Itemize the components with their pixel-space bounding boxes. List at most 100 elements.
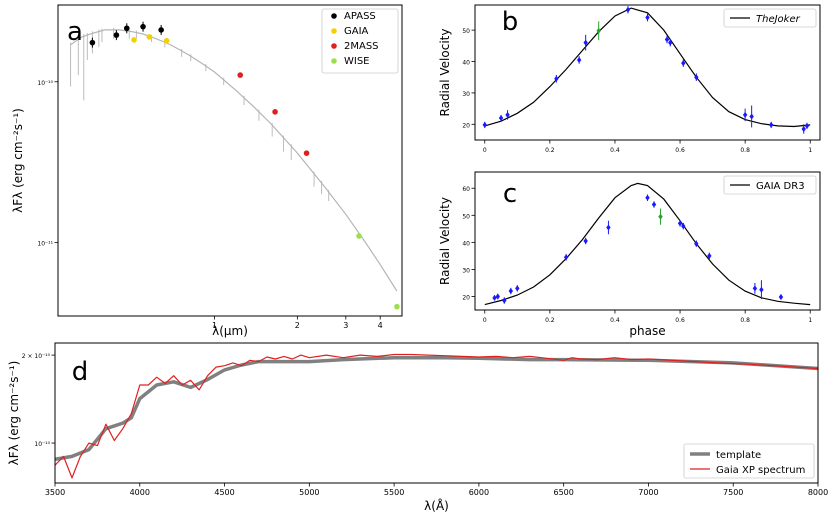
rv-point [677, 220, 683, 227]
rv-point [583, 238, 588, 244]
x-tick-label: 5000 [299, 488, 319, 497]
y-tick-label: 20 [462, 294, 470, 301]
2mass-point [303, 150, 310, 156]
panel-label-b: b [502, 7, 519, 37]
y-tick-label: 10⁻¹¹ [37, 241, 53, 248]
x-tick-label: 4 [378, 321, 383, 330]
panel-d-ylabel: λFλ (erg cm⁻²s⁻¹) [7, 361, 21, 466]
legend-marker-apass [331, 13, 337, 19]
wise-point [394, 303, 400, 310]
panel-a-plot [70, 21, 400, 310]
x-tick-label: 0.2 [545, 317, 555, 324]
legend-box [723, 175, 817, 195]
rv-point [606, 224, 611, 231]
legend-box [683, 443, 815, 479]
legend-label-wise: WISE [344, 56, 370, 67]
panel-a-xlabel: λ(μm) [212, 324, 248, 338]
gaia-xp-spectrum-line [55, 353, 818, 479]
panel-label-d: d [72, 357, 89, 387]
x-tick-label: 7000 [638, 488, 658, 497]
rv-point [804, 122, 810, 129]
x-tick-label: 0.2 [545, 147, 555, 154]
2mass-point [272, 109, 278, 115]
rv-point [482, 121, 487, 128]
x-tick-label: 8000 [808, 488, 828, 497]
rv-point [658, 213, 663, 220]
rv-point [554, 75, 559, 82]
panel-c-legend: GAIA DR3 [723, 175, 817, 195]
y-tick-label: 30 [462, 91, 470, 98]
y-tick-label: 10⁻¹⁰ [34, 441, 50, 448]
rv-point [801, 126, 806, 133]
rv-point [694, 74, 699, 81]
y-tick-label: 2 × 10⁻¹⁰ [22, 353, 51, 360]
rv-point [645, 194, 650, 201]
x-tick-label: 0.4 [610, 147, 620, 154]
rv-point [596, 27, 601, 34]
panel-b-axes-frame [474, 4, 821, 141]
legend-box [723, 8, 817, 28]
x-tick-label: 1 [808, 317, 812, 324]
gaia-point [146, 34, 153, 40]
rv-point [759, 286, 764, 293]
legend-label-gaia: GAIA [344, 26, 369, 37]
panel-d-legend: template Gaia XP spectrum [683, 443, 815, 479]
x-tick-label: 3 [343, 321, 348, 330]
legend-marker-wise [331, 58, 337, 64]
y-tick-label: 10⁻¹⁰ [37, 80, 53, 87]
rv-point [707, 252, 712, 259]
rv-point [645, 14, 650, 21]
legend-label-apass: APASS [344, 11, 376, 22]
rv-point [749, 113, 754, 120]
rv-point [498, 115, 504, 122]
rv-point [668, 39, 673, 46]
rv-point [681, 223, 686, 230]
rv-point [778, 294, 784, 301]
x-tick-label: 0 [483, 317, 487, 324]
legend-marker-gaia [331, 28, 337, 34]
panel-a-legend: APASS GAIA 2MASS WISE [321, 8, 399, 74]
y-tick-label: 50 [462, 28, 470, 35]
panel-a-ylabel: λFλ (erg cm⁻²s⁻¹) [11, 108, 25, 213]
y-tick-label: 40 [462, 240, 470, 247]
legend-marker-2mass [331, 43, 337, 49]
rv-point [768, 121, 774, 128]
x-tick-label: 1 [212, 321, 217, 330]
apass-point [89, 39, 96, 46]
x-tick-label: 3500 [45, 488, 65, 497]
rv-point [651, 201, 657, 208]
rv-model-curve [484, 182, 811, 306]
y-tick-label: 40 [462, 60, 470, 67]
x-tick-label: 0.4 [610, 317, 620, 324]
panel-b-legend: TheJoker [723, 8, 817, 28]
rv-point [625, 6, 631, 13]
x-tick-label: 0.8 [740, 317, 750, 324]
rv-model-curve [484, 7, 811, 128]
panel-d: 3500 4000 4500 5000 5500 6000 6500 7000 7500 8000… [7, 353, 828, 513]
panel-c-xlabel: phase [629, 324, 665, 338]
x-tick-label: 1 [808, 147, 812, 154]
rv-point [694, 240, 699, 247]
rv-point [495, 293, 500, 300]
rv-point [664, 36, 670, 43]
y-tick-label: 20 [462, 122, 470, 129]
panel-c-plot [484, 182, 811, 306]
x-tick-label: 6000 [469, 488, 489, 497]
legend-label-2mass: 2MASS [344, 41, 379, 52]
apass-point [140, 23, 146, 30]
rv-point [742, 111, 748, 118]
y-tick-label: 30 [462, 267, 470, 274]
legend-box [321, 8, 399, 74]
x-tick-label: 0 [483, 147, 487, 154]
panel-b-plot [482, 5, 811, 134]
panel-label-c: c [503, 179, 517, 209]
apass-point [158, 27, 164, 33]
apass-point [123, 25, 130, 32]
panel-a-axes-frame [57, 4, 403, 317]
rv-point [563, 254, 569, 261]
gaia-point [131, 37, 137, 43]
panel-d-axes-frame [54, 342, 819, 484]
x-tick-label: 0.6 [675, 147, 685, 154]
rv-point [681, 60, 686, 67]
